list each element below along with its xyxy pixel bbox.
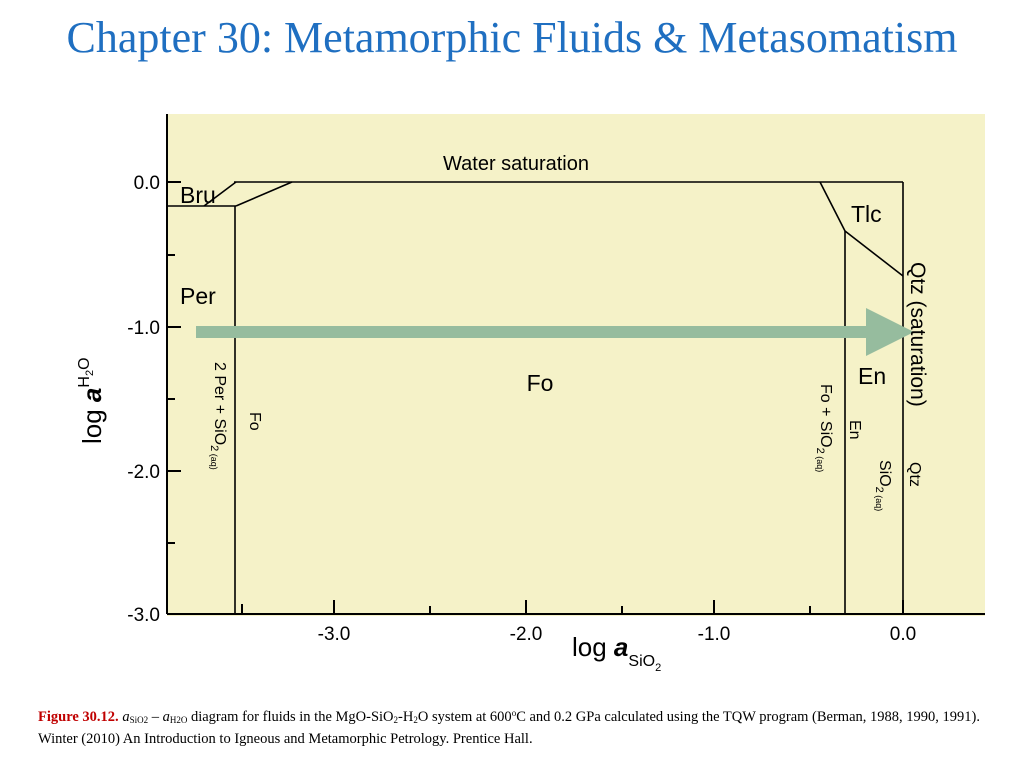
en-label: En xyxy=(858,363,886,389)
tlc-en-boundary xyxy=(844,230,904,277)
y-tick-label: 0.0 xyxy=(134,173,160,194)
x-tick-label: -3.0 xyxy=(318,624,351,645)
tlc-label: Tlc xyxy=(851,201,882,227)
figure-caption: Figure 30.12. aSiO2 – aH2O diagram for f… xyxy=(38,708,980,747)
bru-label: Bru xyxy=(180,182,216,208)
water-saturation-label: Water saturation xyxy=(443,153,589,175)
y-tick-label: -3.0 xyxy=(127,605,160,626)
x-axis-label: log aSiO2 xyxy=(572,632,661,674)
slide-title: Chapter 30: Metamorphic Fluids & Metasom… xyxy=(66,13,958,62)
diagram-background xyxy=(167,114,985,616)
y-tick-label: -1.0 xyxy=(127,318,160,339)
en-qtz-reaction-right: Qtz xyxy=(906,462,923,487)
fo-en-reaction-right: En xyxy=(846,420,863,440)
phase-diagram: 0.0 -1.0 -2.0 -3.0 -3.0 -2.0 -1.0 0.0 lo… xyxy=(76,114,985,674)
qtz-saturation-label: Qtz (saturation) xyxy=(906,262,929,407)
x-tick-label: -1.0 xyxy=(698,624,731,645)
fo-en-reaction-left: Fo + SiO2 (aq) xyxy=(814,384,834,472)
fo-tlc-boundary xyxy=(819,181,846,232)
bru-upper-boundary xyxy=(203,181,237,207)
per-label: Per xyxy=(180,283,216,309)
figure-label: Figure 30.12. xyxy=(38,709,119,725)
x-tick-label: 0.0 xyxy=(890,624,916,645)
fo-label: Fo xyxy=(527,370,554,396)
y-tick-label: -2.0 xyxy=(127,462,160,483)
per-fo-reaction-left: 2 Per + SiO2 (aq) xyxy=(208,362,228,470)
y-axis-label: log aH2O xyxy=(76,357,107,444)
per-fo-reaction-right: Fo xyxy=(246,412,263,431)
en-qtz-reaction-left: SiO2 (aq) xyxy=(873,460,893,511)
phase-boundaries xyxy=(167,181,904,614)
x-tick-label: -2.0 xyxy=(510,624,543,645)
bru-fo-boundary xyxy=(235,181,293,207)
y-ticks xyxy=(167,181,181,544)
